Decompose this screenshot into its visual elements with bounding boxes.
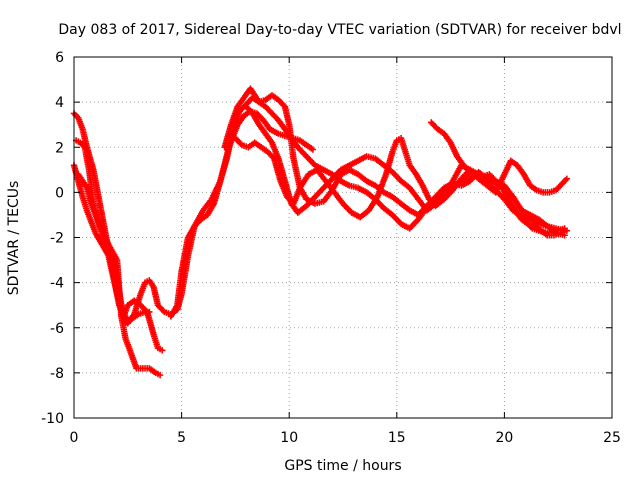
x-axis-label: GPS time / hours [284, 458, 401, 474]
series-track-h [242, 103, 571, 216]
y-tick-label: -4 [50, 276, 64, 292]
series-track-f [221, 85, 568, 239]
grid-lines [74, 57, 612, 418]
y-tick-label: 0 [55, 185, 64, 201]
y-tick-label: -6 [50, 321, 64, 337]
data-point [563, 227, 571, 234]
y-tick-label: 4 [55, 95, 64, 111]
series-track-d [75, 107, 317, 327]
y-tick-label: -10 [41, 411, 64, 427]
x-tick-label: 15 [388, 430, 406, 446]
series-track-c [72, 137, 164, 379]
axes: 0 5 10 15 20 25 -10 -8 -6 -4 -2 0 2 4 6 [41, 50, 621, 446]
data-point [563, 175, 571, 183]
y-tick-label: -8 [50, 366, 64, 382]
x-tick-label: 0 [70, 430, 79, 446]
data-point [309, 146, 317, 153]
chart-title: Day 083 of 2017, Sidereal Day-to-day VTE… [58, 22, 621, 38]
y-axis-label: SDTVAR / TECUs [6, 181, 22, 296]
series-track-i [428, 119, 571, 239]
data-point [159, 347, 166, 354]
y-tick-label: 6 [55, 50, 64, 66]
x-tick-label: 10 [280, 430, 298, 446]
x-tick-label: 5 [177, 430, 186, 446]
x-tick-label: 25 [603, 430, 621, 446]
y-tick-label: -2 [50, 231, 64, 247]
y-tick-label: 2 [55, 140, 64, 156]
data-marks [70, 85, 571, 379]
data-point [156, 371, 164, 379]
x-tick-label: 20 [495, 430, 513, 446]
